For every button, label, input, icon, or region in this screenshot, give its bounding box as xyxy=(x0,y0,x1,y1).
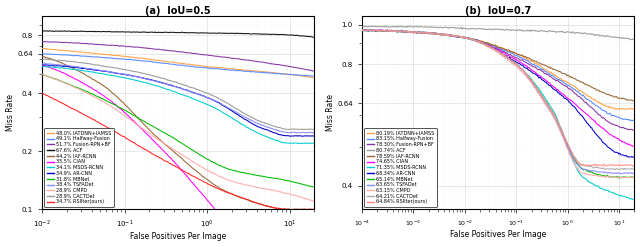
Legend: 80.19% IATDNN+IAMSS, 83.15% Halfway-Fusion, 78.30% Fusion-RPN+BF, 80.74% ACF, 78: 80.19% IATDNN+IAMSS, 83.15% Halfway-Fusi… xyxy=(364,128,436,207)
Legend: 48.0% IATDNN+IAMSS, 49.1% Halfway-Fusion, 51.7% Fusion-RPN+BF, 67.6% ACF, 44.2% : 48.0% IATDNN+IAMSS, 49.1% Halfway-Fusion… xyxy=(44,128,114,207)
Y-axis label: Miss Rate: Miss Rate xyxy=(326,94,335,131)
Title: (a)  IoU=0.5: (a) IoU=0.5 xyxy=(145,5,211,16)
X-axis label: False Positives Per Image: False Positives Per Image xyxy=(450,230,547,239)
Title: (b)  IoU=0.7: (b) IoU=0.7 xyxy=(465,5,531,16)
X-axis label: False Positives Per Image: False Positives Per Image xyxy=(130,232,227,242)
Y-axis label: Miss Rate: Miss Rate xyxy=(6,94,15,131)
